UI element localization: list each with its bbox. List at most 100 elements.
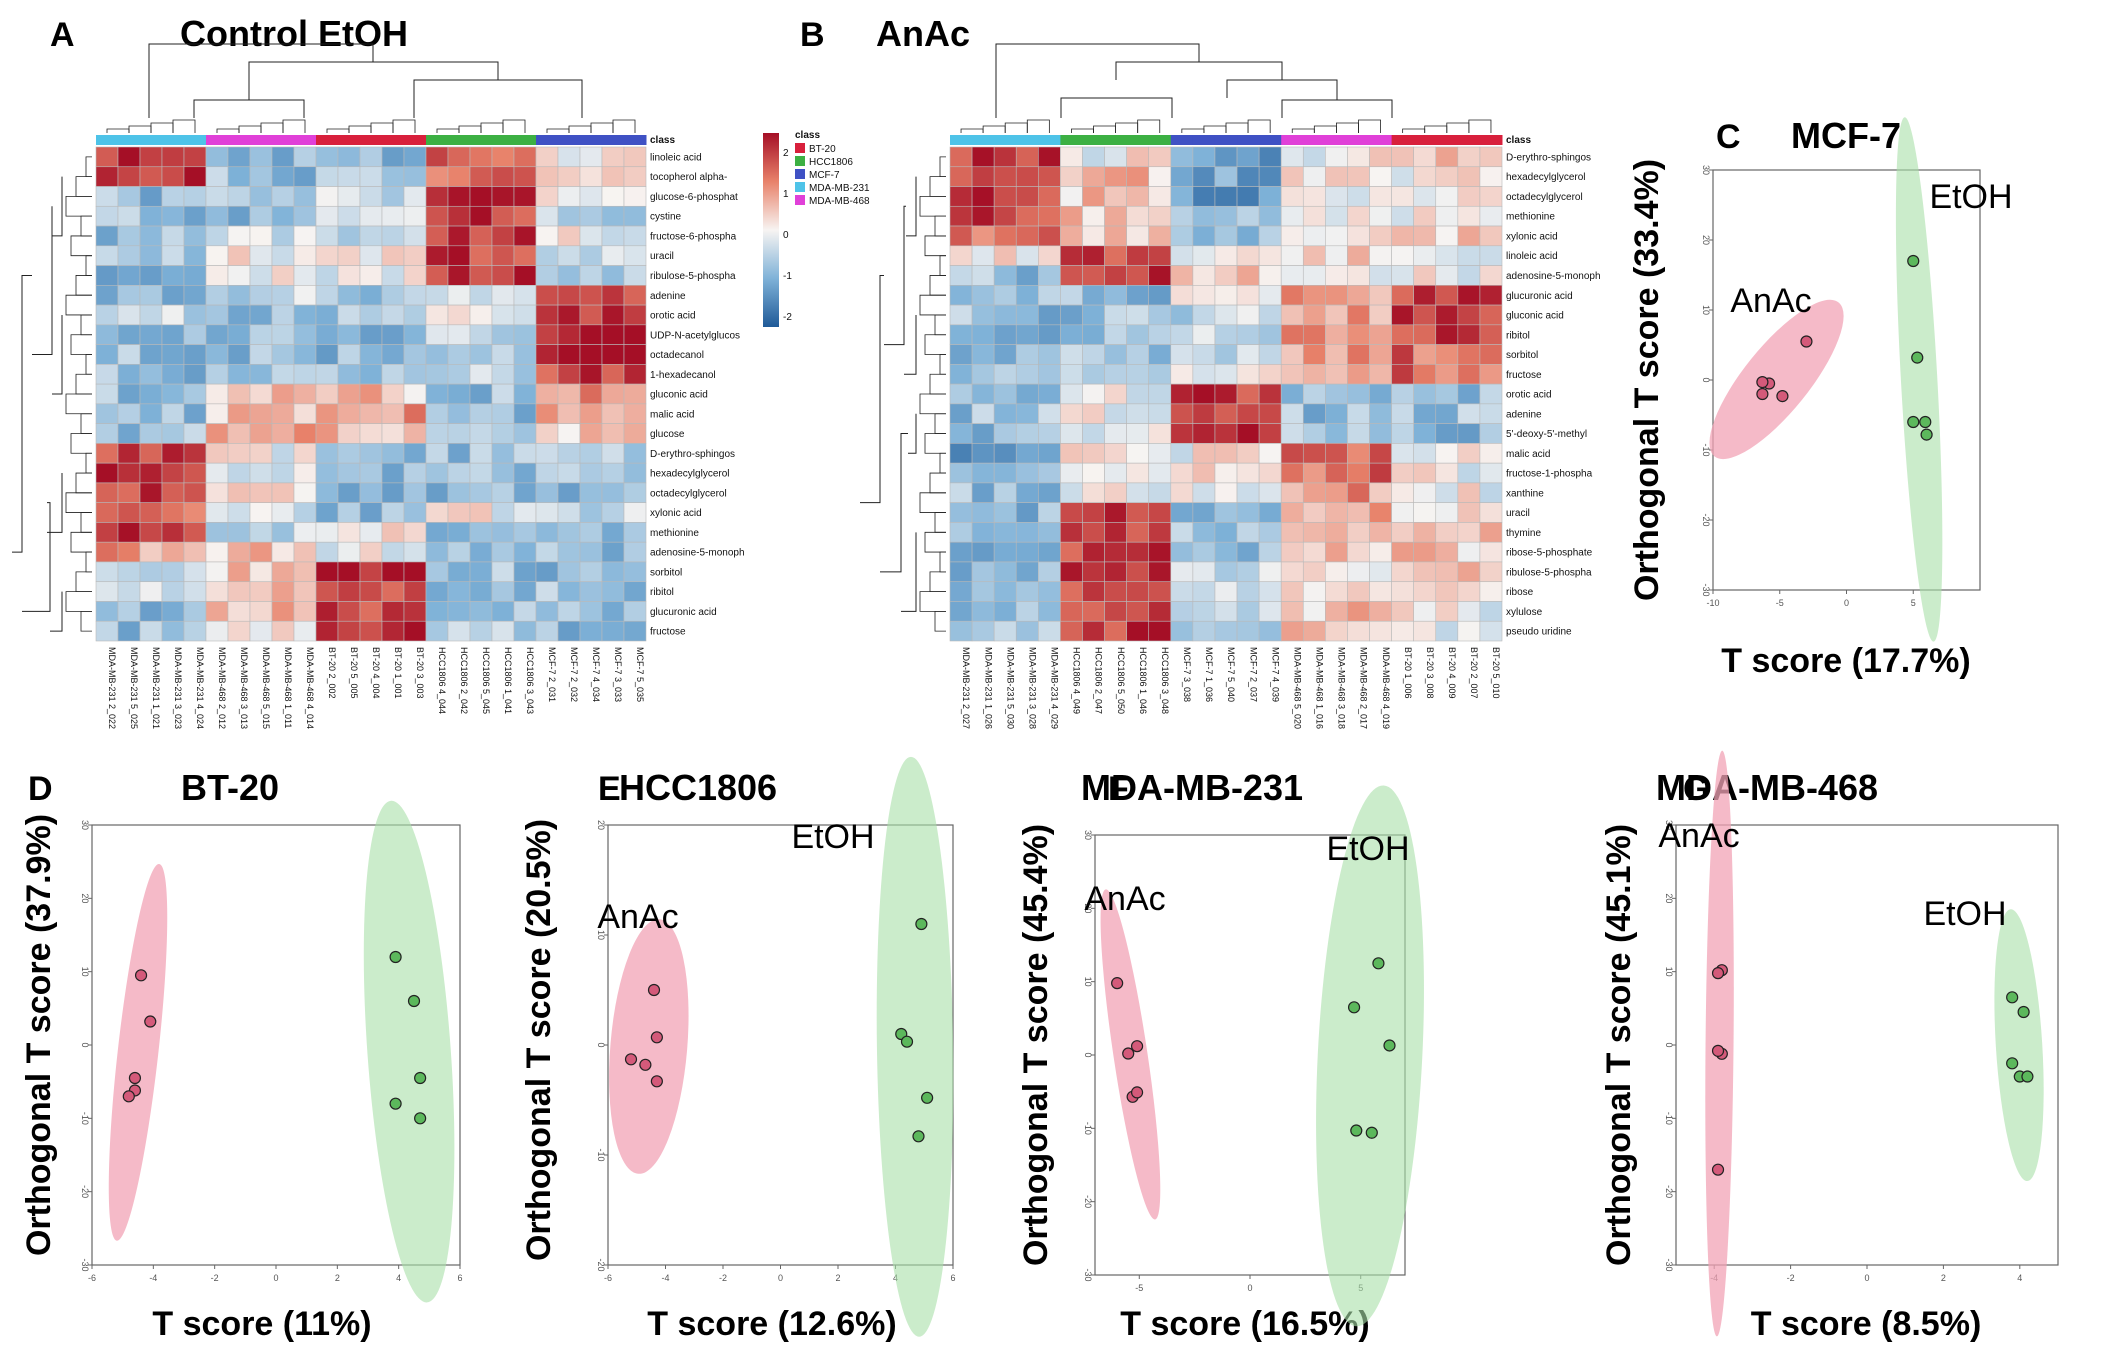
etoh-point (1919, 415, 1932, 429)
heatmap-cell (1347, 285, 1370, 306)
heatmap-cell (1082, 443, 1105, 464)
heatmap-cell (513, 581, 537, 602)
heatmap-cell (447, 364, 471, 385)
heatmap-cell (535, 285, 559, 306)
heatmap-cell (117, 245, 141, 266)
class-bar-cell (1192, 135, 1216, 145)
heatmap-cell (1060, 146, 1083, 168)
heatmap-cell (1104, 502, 1127, 523)
heatmap-cell (1126, 225, 1150, 247)
anac-point (1756, 376, 1769, 389)
heatmap-cell (993, 146, 1017, 168)
heatmap-cell (1325, 324, 1348, 345)
heatmap-cell (1192, 620, 1216, 642)
column-label: BT-20 2_007 (1469, 647, 1479, 699)
row-label: fructose-1-phospha (1506, 469, 1593, 480)
heatmap-cell (601, 482, 625, 503)
heatmap-cell (1236, 344, 1260, 365)
heatmap-cell (513, 186, 537, 207)
heatmap-cell (1015, 522, 1039, 543)
heatmap-cell (1060, 344, 1083, 365)
heatmap-cell (1369, 522, 1392, 543)
heatmap-cell (1126, 620, 1150, 642)
heatmap-cell (293, 364, 317, 385)
etoh-point (407, 994, 421, 1008)
row-label: ribitol (1506, 330, 1530, 341)
heatmap-cell (1038, 285, 1061, 306)
heatmap-cell (315, 344, 339, 365)
heatmap-cell (993, 344, 1017, 365)
heatmap-cell (1457, 285, 1481, 306)
heatmap-cell (1104, 601, 1127, 622)
heatmap-cell (205, 541, 229, 563)
heatmap-cell (1479, 403, 1503, 424)
column-dendrogram-leaf (458, 125, 482, 133)
heatmap-cell (1280, 383, 1304, 405)
heatmap-cell (293, 462, 317, 484)
heatmap-cell (1479, 186, 1503, 207)
heatmap-cell (1413, 502, 1437, 523)
heatmap-cell (513, 166, 537, 187)
heatmap-cell (1060, 166, 1083, 187)
heatmap-cell (971, 502, 995, 523)
heatmap-cell (1479, 443, 1503, 464)
heatmap-cell (1391, 225, 1414, 247)
heatmap-cell (249, 423, 273, 444)
color-scale-tick: 1 (783, 189, 789, 200)
column-dendrogram-leaf (1291, 128, 1315, 133)
heatmap-cell (227, 462, 251, 484)
heatmap-cell (271, 620, 295, 642)
heatmap-cell (1015, 620, 1039, 642)
class-bar-cell (536, 135, 559, 145)
heatmap-cell (447, 620, 471, 642)
heatmap-cell (315, 581, 339, 602)
heatmap-cell (1192, 383, 1216, 405)
y-tick-label: 30 (1083, 830, 1093, 840)
heatmap-cell (447, 324, 471, 345)
heatmap-cell (949, 186, 973, 207)
heatmap-cell (601, 285, 625, 306)
heatmap-cell (579, 324, 603, 345)
heatmap-cell (1082, 364, 1105, 385)
heatmap-cell (1280, 502, 1304, 523)
heatmap-cell (623, 285, 647, 306)
heatmap-cell (337, 285, 361, 306)
heatmap-cell (139, 561, 163, 583)
heatmap-cell (971, 561, 995, 583)
heatmap-cell (359, 186, 383, 207)
class-bar-cell (360, 135, 383, 145)
heatmap-cell (139, 502, 163, 523)
y-tick-label: 20 (80, 893, 90, 903)
heatmap-cell (1479, 541, 1503, 563)
class-bar-cell (1259, 135, 1282, 145)
heatmap-cell (1082, 541, 1105, 563)
heatmap-cell (1413, 364, 1437, 385)
row-label: ribulose-5-phospha (1506, 567, 1592, 578)
heatmap-cell (491, 344, 515, 365)
heatmap-cell (271, 502, 295, 523)
heatmap-cell (1082, 423, 1105, 444)
heatmap-cell (1170, 443, 1194, 464)
heatmap-cell (513, 561, 537, 583)
heatmap-cell (1060, 304, 1083, 326)
heatmap-cell (183, 403, 207, 424)
heatmap-cell (557, 522, 581, 543)
heatmap-cell (1170, 482, 1194, 503)
heatmap-cell (205, 186, 229, 207)
heatmap-cell (1214, 186, 1238, 207)
heatmap-cell (1347, 245, 1370, 266)
heatmap-cell (557, 324, 581, 345)
heatmap-cell (1280, 601, 1304, 622)
heatmap-cell (513, 245, 537, 266)
heatmap-cell (971, 423, 995, 444)
heatmap-cell (95, 502, 119, 523)
heatmap-cell (1060, 601, 1083, 622)
heatmap-panel-b: B AnAc classD-erythro-sphingoshexadecylg… (800, 13, 1601, 729)
heatmap-cell (469, 462, 493, 484)
heatmap-cell (359, 364, 383, 385)
heatmap-cell (1457, 225, 1481, 247)
heatmap-cell (447, 166, 471, 187)
heatmap-cell (1236, 561, 1260, 583)
heatmap-cell (95, 186, 119, 207)
heatmap-cell (1104, 344, 1127, 365)
